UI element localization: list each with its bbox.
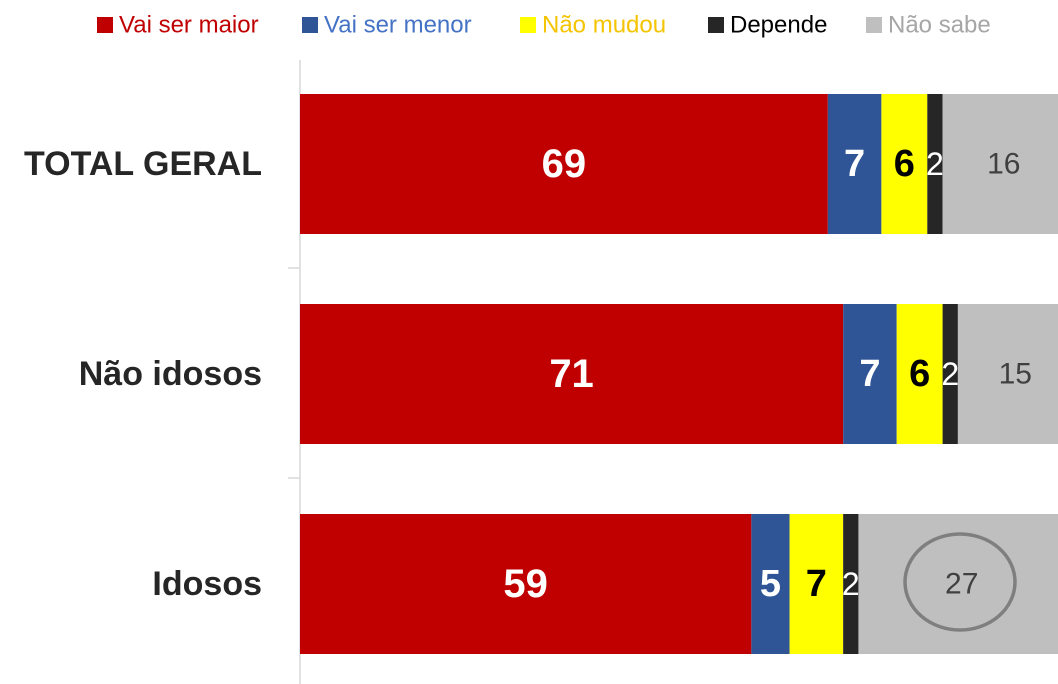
category-label: Não idosos — [79, 355, 262, 393]
category-label: Idosos — [152, 565, 262, 603]
data-label: 16 — [987, 148, 1020, 181]
data-label: 2 — [842, 566, 860, 602]
bar-segment — [300, 304, 844, 444]
bar-segment — [789, 514, 844, 654]
bar-segment — [881, 94, 928, 234]
data-label: 27 — [945, 568, 978, 601]
legend-label: Vai ser menor — [324, 12, 472, 39]
bar-segment — [942, 304, 958, 444]
highlight-circle — [903, 532, 1017, 632]
legend-label: Não sabe — [888, 12, 991, 39]
legend-swatch — [866, 17, 882, 33]
data-label: 69 — [542, 142, 587, 186]
data-label: 2 — [941, 356, 959, 392]
data-label: 7 — [859, 353, 880, 395]
bar-segment — [896, 304, 943, 444]
bar-segment — [843, 304, 897, 444]
bar-segment — [751, 514, 790, 654]
bar-segment — [300, 514, 752, 654]
bar-segment — [942, 94, 1058, 234]
data-label: 2 — [926, 146, 944, 182]
data-label: 71 — [549, 352, 594, 396]
legend-swatch — [708, 17, 724, 33]
data-label: 7 — [844, 143, 865, 185]
bars — [300, 94, 1058, 654]
legend-swatch — [97, 17, 113, 33]
data-label: 6 — [909, 353, 930, 395]
data-label: 5 — [760, 563, 781, 605]
data-label: 59 — [503, 562, 548, 606]
bar-segment — [843, 514, 859, 654]
data-label: 15 — [999, 358, 1032, 391]
bar-segment — [300, 94, 828, 234]
legend-label: Vai ser maior — [119, 12, 259, 39]
bar-segment — [927, 94, 943, 234]
bar-segment — [827, 94, 882, 234]
bar-segment — [957, 304, 1058, 444]
legend-label: Depende — [730, 12, 827, 39]
data-label: 6 — [894, 143, 915, 185]
legend-swatch — [520, 17, 536, 33]
legend-label: Não mudou — [542, 12, 666, 39]
data-label: 7 — [806, 563, 827, 605]
legend-swatch — [302, 17, 318, 33]
category-label: TOTAL GERAL — [24, 145, 262, 183]
